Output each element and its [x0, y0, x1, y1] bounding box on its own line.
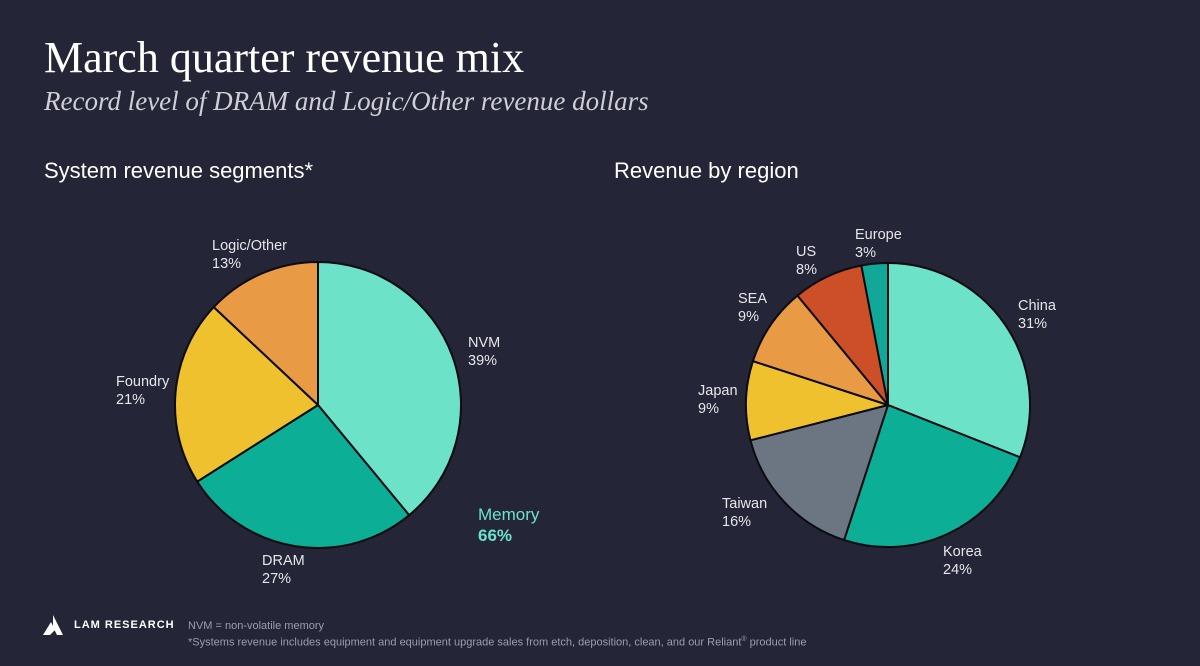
slice-value-korea: 24% [943, 562, 972, 578]
slice-value-nvm: 39% [468, 353, 497, 369]
slice-value-europe: 3% [855, 245, 876, 261]
pie-1 [745, 262, 1031, 548]
slice-sea [751, 294, 889, 406]
page-subtitle: Record level of DRAM and Logic/Other rev… [44, 86, 649, 116]
slice-value-logic-other: 13% [212, 256, 241, 272]
slice-label-japan: Japan [698, 383, 738, 399]
slice-value-sea: 9% [738, 309, 759, 325]
slice-label-foundry: Foundry [116, 374, 170, 390]
segments-chart-title: System revenue segments* [44, 158, 314, 183]
slice-japan [745, 360, 889, 442]
slice-value-foundry: 21% [116, 392, 145, 408]
slice-logic-other [212, 261, 319, 406]
memory-callout-label: Memory [478, 505, 540, 524]
slice-label-us: US [796, 244, 816, 260]
slice-label-sea: SEA [738, 291, 767, 307]
footnote-nvm: NVM = non-volatile memory [188, 620, 325, 632]
slice-nvm [317, 261, 462, 517]
registered-mark: ® [741, 636, 747, 643]
slice-label-logic-other: Logic/Other [212, 238, 287, 254]
slice-value-dram: 27% [262, 571, 291, 587]
footnotes: NVM = non-volatile memory *Systems reven… [188, 619, 807, 650]
slice-korea [843, 404, 1022, 548]
brand-name: LAM RESEARCH [74, 619, 175, 631]
slice-value-japan: 9% [698, 401, 719, 417]
region-chart-title: Revenue by region [614, 158, 799, 183]
slice-dram [196, 404, 411, 549]
page-title: March quarter revenue mix [44, 33, 525, 82]
lam-logo-icon [43, 615, 63, 635]
brand-logo: LAM RESEARCH [42, 614, 175, 636]
slice-value-china: 31% [1018, 316, 1047, 332]
slice-label-taiwan: Taiwan [722, 496, 767, 512]
footnote-systems-revenue: *Systems revenue includes equipment and … [188, 636, 807, 649]
slice-label-china: China [1018, 298, 1057, 314]
slice-europe [860, 262, 889, 406]
slice-value-us: 8% [796, 262, 817, 278]
pie-0 [174, 261, 462, 549]
slice-china [887, 262, 1031, 459]
slice-label-europe: Europe [855, 227, 902, 243]
slice-label-dram: DRAM [262, 553, 305, 569]
memory-callout-value: 66% [478, 526, 513, 545]
slice-foundry [174, 306, 319, 483]
slice-value-taiwan: 16% [722, 514, 751, 530]
slice-label-korea: Korea [943, 544, 983, 560]
slice-label-nvm: NVM [468, 335, 500, 351]
slice-taiwan [749, 404, 889, 542]
